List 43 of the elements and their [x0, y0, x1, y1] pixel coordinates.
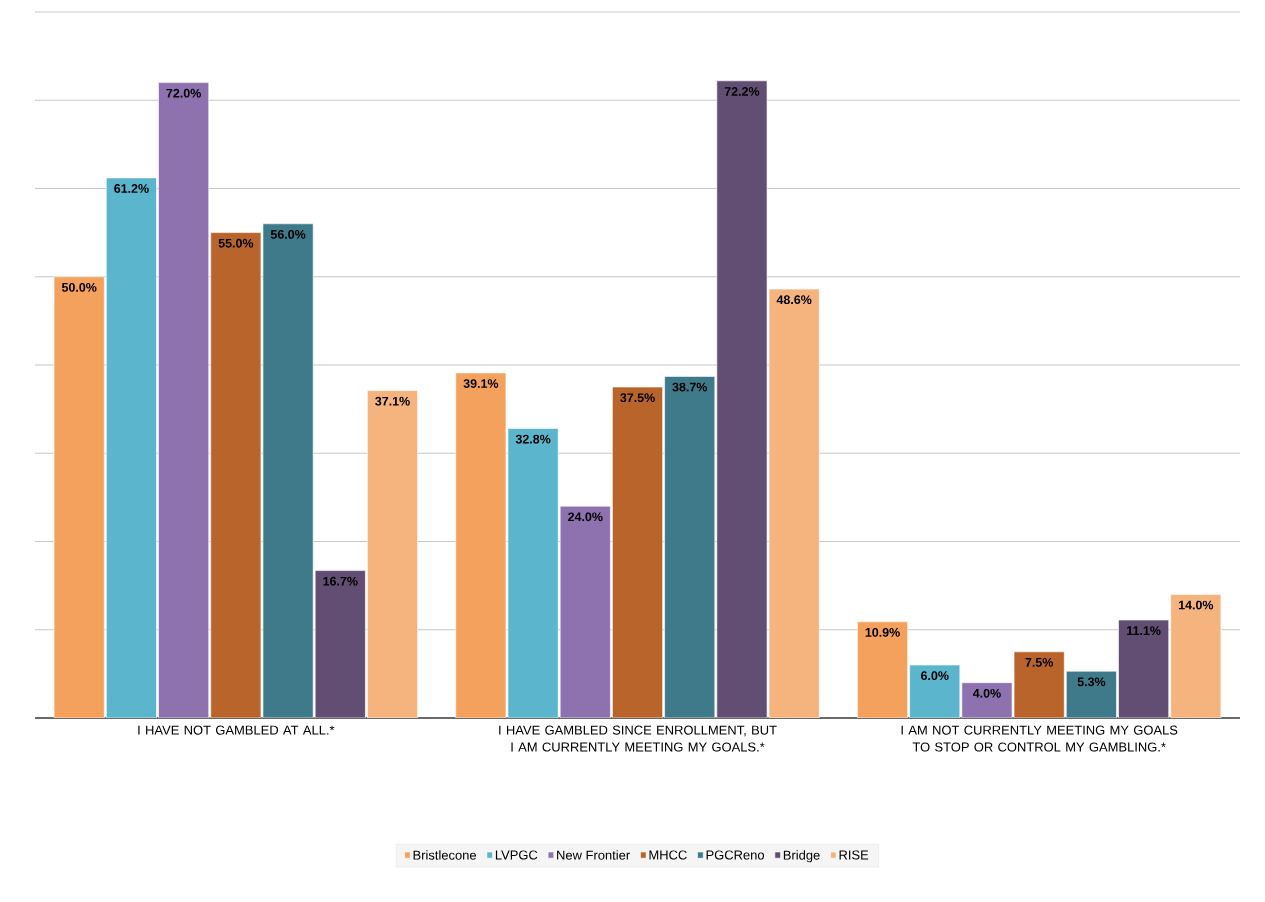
- data-label: 10.9%: [865, 628, 900, 637]
- data-label: 37.1%: [375, 396, 410, 406]
- bar: [1170, 594, 1222, 718]
- data-label: 11.1%: [1127, 626, 1161, 635]
- data-label: 24.0%: [568, 512, 603, 522]
- bar: [909, 664, 961, 718]
- data-label: 56.0%: [270, 229, 306, 239]
- data-label: 61.2%: [114, 184, 149, 193]
- legend-label: MHCC: [649, 850, 687, 860]
- x-tick-label: I AM NOT CURRENTLY MEETING MY GOALS TO STOP OR CONTROL MY GAMBLING.*: [901, 725, 1178, 752]
- bar: [53, 276, 105, 718]
- bar: [716, 80, 768, 718]
- legend-label: LVPGC: [495, 850, 538, 860]
- data-label: 5.3%: [1077, 677, 1106, 687]
- bar: [455, 372, 507, 718]
- legend-label: New Frontier: [557, 850, 630, 860]
- bar: [106, 177, 157, 718]
- legend-label: Bridge: [783, 850, 820, 863]
- bar: [768, 288, 820, 718]
- data-label: 55.0%: [218, 238, 254, 248]
- data-label: 16.7%: [323, 576, 358, 586]
- data-label: 14.0%: [1178, 600, 1214, 610]
- data-label: 48.6%: [776, 295, 812, 305]
- data-label: 39.1%: [463, 379, 499, 388]
- data-label: 72.0%: [166, 88, 201, 98]
- data-label: 7.5%: [1025, 657, 1054, 667]
- data-label: 50.0%: [61, 282, 97, 292]
- data-label: 37.5%: [620, 393, 655, 403]
- data-label: 72.2%: [724, 87, 760, 96]
- data-label: 38.7%: [672, 382, 708, 392]
- bar: [857, 621, 908, 718]
- bar: [1118, 619, 1169, 718]
- legend-label: PGCReno: [706, 850, 765, 860]
- x-tick-label: I HAVE GAMBLED SINCE ENROLLMENT, BUT I AM CURRENTLY MEETING MY GOALS.*: [499, 725, 777, 752]
- bar: [367, 390, 418, 718]
- data-label: 4.0%: [972, 688, 1001, 698]
- legend-label: RISE: [839, 850, 869, 860]
- data-label: 6.0%: [921, 671, 949, 681]
- legend-label: Bristlecone: [413, 850, 477, 860]
- x-tick-label: I HAVE NOT GAMBLED AT ALL.*: [138, 725, 335, 735]
- data-label: 32.8%: [515, 434, 551, 444]
- bar: [507, 428, 559, 718]
- bar: [314, 570, 366, 718]
